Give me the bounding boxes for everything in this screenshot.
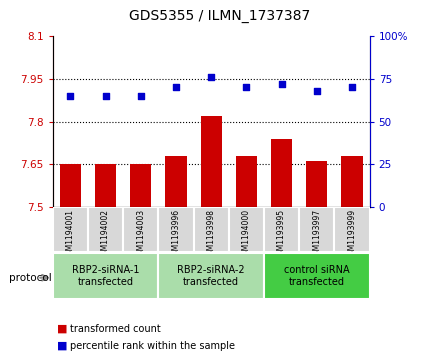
Bar: [194, 207, 229, 252]
Text: percentile rank within the sample: percentile rank within the sample: [70, 340, 235, 351]
Point: [313, 88, 320, 94]
Text: control siRNA
transfected: control siRNA transfected: [284, 265, 350, 287]
Bar: [158, 207, 194, 252]
Bar: [334, 207, 370, 252]
Text: RBP2-siRNA-2
transfected: RBP2-siRNA-2 transfected: [177, 265, 245, 287]
Bar: [264, 207, 299, 252]
Text: ■: ■: [57, 340, 68, 351]
Text: protocol: protocol: [9, 273, 51, 283]
Text: ■: ■: [57, 323, 68, 334]
Bar: [229, 207, 264, 252]
Bar: [158, 253, 264, 298]
Text: GSM1193997: GSM1193997: [312, 209, 321, 260]
Bar: [53, 207, 88, 252]
Text: GSM1194001: GSM1194001: [66, 209, 75, 260]
Bar: [165, 156, 187, 207]
Point: [67, 93, 74, 99]
Bar: [271, 139, 292, 207]
Text: RBP2-siRNA-1
transfected: RBP2-siRNA-1 transfected: [72, 265, 139, 287]
Bar: [95, 164, 116, 207]
Bar: [306, 162, 327, 207]
Point: [278, 81, 285, 87]
Point: [172, 85, 180, 90]
Bar: [236, 156, 257, 207]
Bar: [53, 253, 158, 298]
Text: GDS5355 / ILMN_1737387: GDS5355 / ILMN_1737387: [129, 9, 311, 23]
Bar: [123, 207, 158, 252]
Text: GSM1194000: GSM1194000: [242, 209, 251, 260]
Bar: [60, 164, 81, 207]
Text: GSM1194003: GSM1194003: [136, 209, 145, 260]
Text: transformed count: transformed count: [70, 323, 161, 334]
Point: [137, 93, 144, 99]
Text: GSM1194002: GSM1194002: [101, 209, 110, 260]
Text: GSM1193996: GSM1193996: [172, 209, 180, 260]
Bar: [299, 207, 334, 252]
Point: [102, 93, 109, 99]
Point: [243, 85, 250, 90]
Bar: [130, 164, 151, 207]
Text: GSM1193995: GSM1193995: [277, 209, 286, 260]
Point: [208, 74, 215, 80]
Bar: [201, 116, 222, 207]
Text: GSM1193998: GSM1193998: [207, 209, 216, 260]
Text: GSM1193999: GSM1193999: [348, 209, 356, 260]
Bar: [264, 253, 370, 298]
Bar: [341, 156, 363, 207]
Bar: [88, 207, 123, 252]
Point: [348, 85, 356, 90]
